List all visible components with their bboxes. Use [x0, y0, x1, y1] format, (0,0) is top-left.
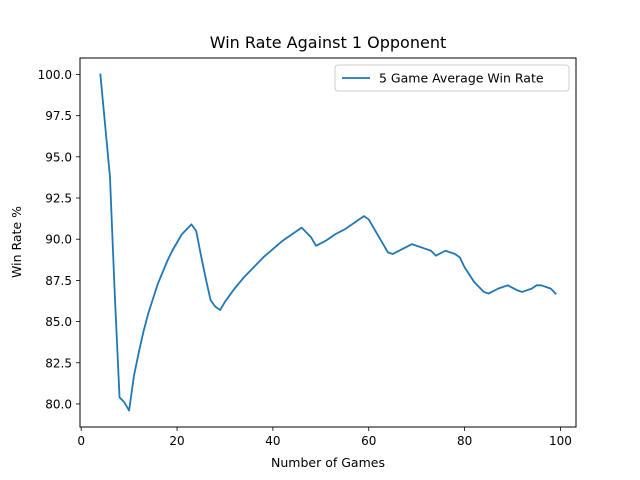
- x-tick-label: 20: [169, 434, 184, 448]
- x-tick-label: 60: [361, 434, 376, 448]
- y-tick-label: 95.0: [45, 150, 72, 164]
- y-axis-label: Win Rate %: [9, 206, 24, 278]
- line-layer: [99, 73, 557, 412]
- legend: 5 Game Average Win Rate: [334, 64, 570, 92]
- series-line-0: [99, 73, 557, 412]
- chart-title: Win Rate Against 1 Opponent: [210, 33, 446, 52]
- x-tick-label: 40: [265, 434, 280, 448]
- y-tick-label: 90.0: [45, 233, 72, 247]
- y-axis-ticks: 80.0 82.5 85.0 87.5 90.0 92.5 95.0 97.5 100.0: [38, 68, 80, 411]
- y-tick-label: 92.5: [45, 192, 72, 206]
- x-tick-label: 80: [457, 434, 472, 448]
- x-axis-ticks: 0 20 40 60 80 100: [77, 427, 572, 448]
- y-tick-label: 82.5: [45, 356, 72, 370]
- x-tick-label: 100: [549, 434, 572, 448]
- plot-area: [80, 58, 576, 427]
- legend-box: [334, 64, 570, 92]
- y-tick-label: 80.0: [45, 397, 72, 411]
- y-tick-label: 85.0: [45, 315, 72, 329]
- x-axis-label: Number of Games: [271, 455, 385, 470]
- plot-frame: [79, 57, 577, 428]
- y-tick-label: 100.0: [38, 68, 72, 82]
- legend-label: 5 Game Average Win Rate: [379, 71, 544, 86]
- y-tick-label: 87.5: [45, 274, 72, 288]
- y-tick-label: 97.5: [45, 109, 72, 123]
- x-tick-label: 0: [77, 434, 85, 448]
